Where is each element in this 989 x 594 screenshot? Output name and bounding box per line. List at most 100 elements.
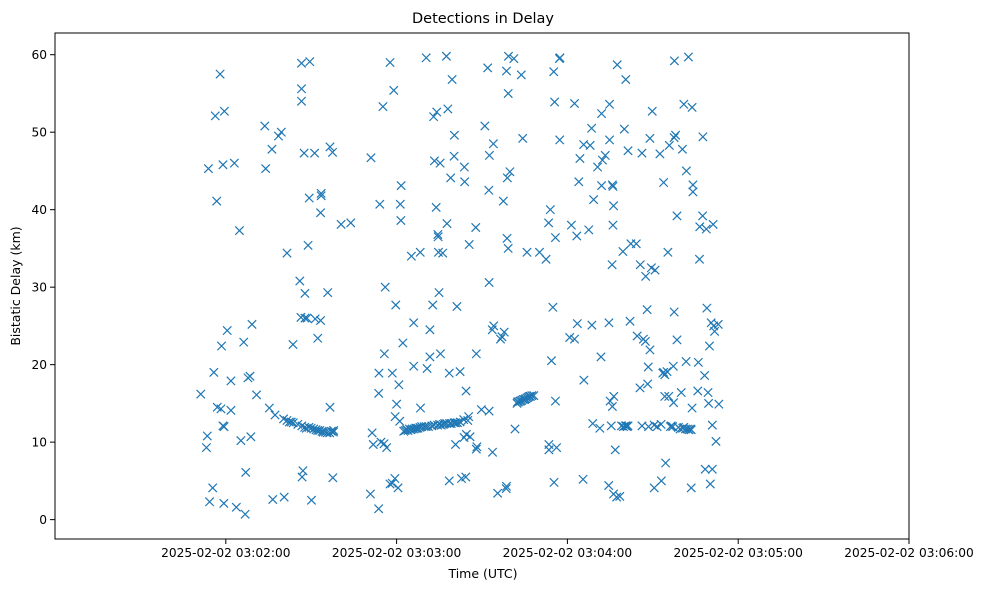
- data-point: [709, 326, 720, 336]
- data-point: [212, 196, 222, 206]
- data-point: [464, 239, 474, 250]
- data-point: [595, 423, 605, 433]
- data-point: [584, 225, 594, 235]
- data-point: [541, 254, 551, 264]
- data-point: [428, 112, 439, 122]
- data-point: [455, 367, 465, 377]
- data-point: [676, 387, 686, 398]
- data-point: [693, 357, 703, 367]
- data-point: [323, 287, 333, 298]
- data-point: [655, 149, 665, 159]
- data-point: [409, 361, 419, 371]
- data-point: [641, 271, 651, 281]
- data-point: [503, 51, 514, 61]
- data-point: [304, 193, 314, 203]
- data-point: [476, 404, 487, 415]
- data-point: [282, 248, 292, 258]
- data-point: [461, 472, 471, 482]
- data-point: [328, 473, 338, 483]
- data-point: [246, 432, 256, 442]
- data-point: [302, 313, 312, 323]
- data-point: [683, 52, 694, 62]
- data-point: [309, 148, 320, 158]
- x-axis-label: Time (UTC): [447, 566, 517, 581]
- y-tick-label: 30: [31, 281, 47, 295]
- data-point: [288, 339, 298, 350]
- data-point: [555, 53, 565, 63]
- data-point: [417, 422, 427, 432]
- data-point: [374, 504, 384, 514]
- data-point: [586, 123, 597, 133]
- y-tick-label: 0: [39, 513, 47, 527]
- data-point: [295, 276, 305, 286]
- data-point: [658, 367, 669, 378]
- data-point: [631, 239, 641, 249]
- data-point: [621, 74, 631, 85]
- data-point: [463, 411, 474, 422]
- data-point: [510, 424, 520, 434]
- data-point: [701, 224, 711, 234]
- data-point: [620, 421, 631, 431]
- y-tick-label: 20: [31, 358, 47, 372]
- data-point: [346, 218, 356, 228]
- data-point: [375, 199, 385, 209]
- data-point: [279, 492, 289, 502]
- data-point: [632, 331, 642, 341]
- data-point: [219, 422, 229, 432]
- data-point: [385, 57, 395, 68]
- data-point: [231, 502, 241, 512]
- data-point: [488, 139, 499, 149]
- data-point: [672, 335, 682, 345]
- data-point: [501, 481, 512, 491]
- data-point: [484, 406, 494, 416]
- data-point: [699, 370, 710, 381]
- data-point: [219, 106, 230, 116]
- data-point: [411, 423, 422, 433]
- data-point: [247, 319, 257, 329]
- data-point: [649, 483, 659, 493]
- data-point: [471, 349, 481, 359]
- data-point: [596, 181, 607, 191]
- data-point: [484, 277, 494, 288]
- data-point: [296, 58, 307, 68]
- data-point: [423, 422, 434, 432]
- data-point: [549, 97, 560, 107]
- data-point: [433, 229, 443, 240]
- data-point: [543, 218, 554, 228]
- data-point: [645, 345, 655, 355]
- data-point: [669, 56, 680, 66]
- data-point: [551, 442, 562, 453]
- data-point: [202, 431, 212, 441]
- data-point: [480, 121, 490, 131]
- data-point: [575, 153, 585, 164]
- data-point: [501, 66, 512, 76]
- data-point: [425, 325, 435, 335]
- data-point: [572, 231, 582, 241]
- data-point: [236, 435, 246, 446]
- data-point: [663, 247, 673, 257]
- data-point: [579, 375, 589, 385]
- data-point: [668, 361, 678, 371]
- data-point: [549, 67, 559, 77]
- data-point: [493, 488, 503, 498]
- data-point: [286, 417, 296, 427]
- data-point: [484, 185, 494, 195]
- data-point: [518, 133, 528, 144]
- x-tick-label: 2025-02-02 03:03:00: [332, 546, 461, 560]
- data-point: [688, 187, 698, 197]
- data-point: [365, 489, 376, 499]
- data-point: [419, 422, 429, 432]
- data-point: [471, 222, 481, 233]
- data-point: [566, 220, 577, 230]
- data-point: [441, 51, 452, 61]
- data-point: [569, 98, 580, 109]
- x-tick-label: 2025-02-02 03:05:00: [673, 546, 802, 560]
- data-point: [296, 84, 307, 94]
- data-point: [245, 371, 255, 381]
- data-point: [608, 181, 618, 192]
- data-point: [315, 315, 326, 326]
- data-point: [447, 74, 457, 85]
- data-point: [707, 464, 717, 474]
- x-tick-label: 2025-02-02 03:04:00: [503, 546, 632, 560]
- data-point: [669, 132, 679, 143]
